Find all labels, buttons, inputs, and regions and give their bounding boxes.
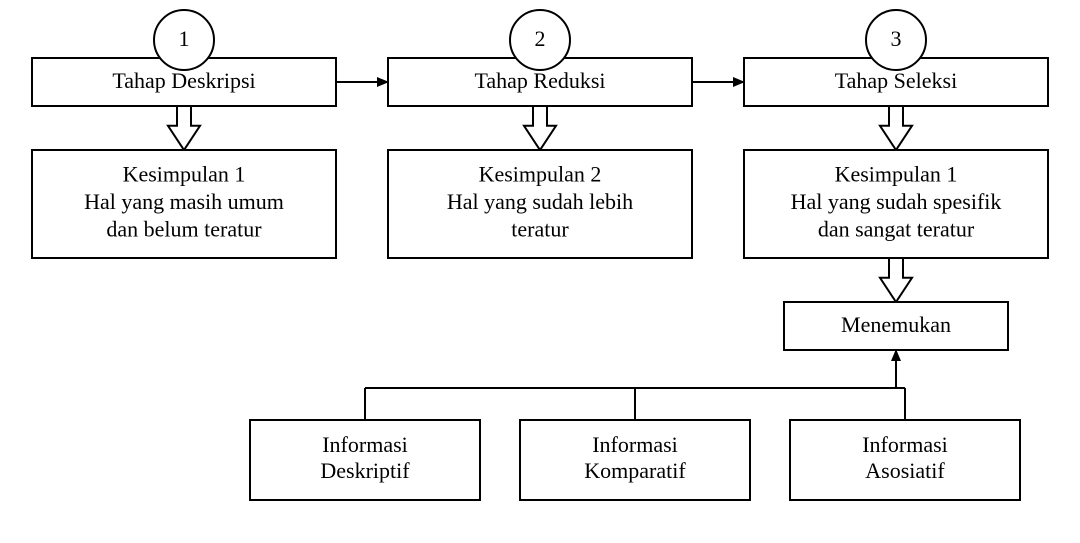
conclusion-text: dan sangat teratur: [818, 217, 975, 242]
conclusion-text: dan belum teratur: [106, 217, 262, 242]
hollow-down-arrow: [524, 106, 556, 150]
conclusion-text: Kesimpulan 1: [835, 162, 958, 187]
conclusion-text: Kesimpulan 1: [123, 162, 246, 187]
info-text: Komparatif: [584, 458, 686, 483]
step-number: 1: [179, 26, 190, 51]
info-text: Informasi: [592, 432, 678, 457]
step-number: 2: [535, 26, 546, 51]
stage-label: Tahap Deskripsi: [112, 68, 255, 93]
hollow-down-arrow: [880, 258, 912, 302]
conclusion-text: Hal yang sudah lebih: [447, 189, 633, 214]
info-text: Informasi: [322, 432, 408, 457]
info-text: Informasi: [862, 432, 948, 457]
hollow-down-arrow: [880, 106, 912, 150]
conclusion-text: teratur: [511, 217, 569, 242]
info-text: Deskriptif: [320, 458, 410, 483]
conclusion-text: Kesimpulan 2: [479, 162, 602, 187]
stage-label: Tahap Reduksi: [474, 68, 605, 93]
discover-label: Menemukan: [841, 312, 951, 337]
flowchart-canvas: Tahap Deskripsi Tahap Reduksi Tahap Seleks…: [0, 0, 1080, 543]
hollow-down-arrow: [168, 106, 200, 150]
info-text: Asosiatif: [865, 458, 945, 483]
conclusion-text: Hal yang masih umum: [84, 189, 284, 214]
conclusion-text: Hal yang sudah spesifik: [791, 189, 1002, 214]
stage-label: Tahap Seleksi: [835, 68, 957, 93]
step-number: 3: [891, 26, 902, 51]
